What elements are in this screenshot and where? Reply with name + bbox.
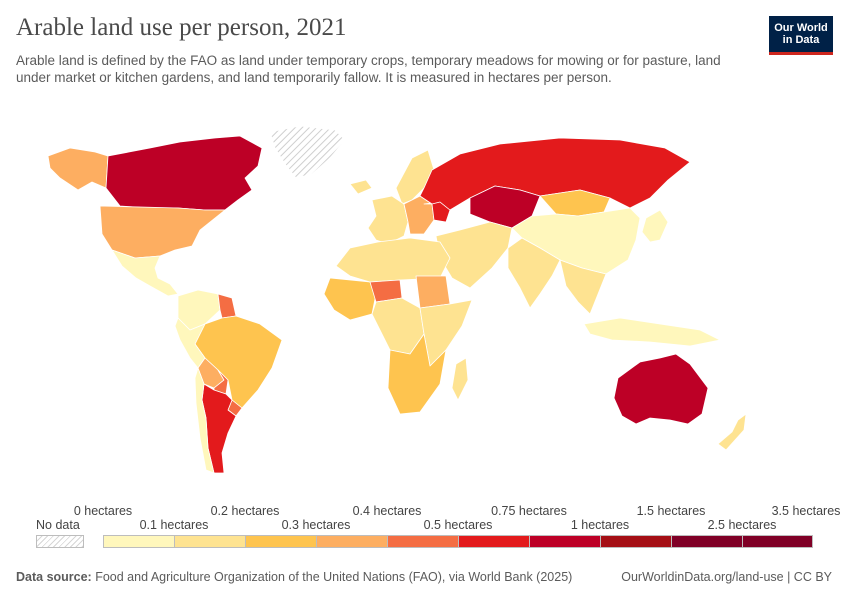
legend-swatch-4[interactable] bbox=[387, 535, 459, 548]
legend-swatch-8[interactable] bbox=[671, 535, 743, 548]
legend-swatch-9[interactable] bbox=[742, 535, 813, 548]
region-south-asia[interactable]: South Asia bbox=[507, 237, 561, 309]
legend-swatch-6[interactable] bbox=[529, 535, 601, 548]
legend-bottom-label-2: 0.5 hectares bbox=[423, 518, 493, 532]
data-source: Data source: Food and Agriculture Organi… bbox=[16, 570, 572, 584]
legend-top-label-1: 0.2 hectares bbox=[210, 504, 280, 518]
region-chile[interactable]: Chile bbox=[194, 367, 215, 474]
region-madagascar[interactable]: Madagascar bbox=[451, 357, 469, 401]
region-united-states[interactable]: United States bbox=[99, 205, 226, 259]
region-new-zealand[interactable]: New Zealand bbox=[717, 413, 747, 451]
legend-bottom-label-4: 2.5 hectares bbox=[707, 518, 777, 532]
region-australia[interactable]: Australia bbox=[613, 353, 709, 425]
legend-top-label-3: 0.75 hectares bbox=[491, 504, 567, 518]
legend-no-data-label: No data bbox=[36, 518, 80, 532]
legend-swatch-1[interactable] bbox=[174, 535, 246, 548]
chart-title: Arable land use per person, 2021 bbox=[16, 14, 347, 41]
legend-top-label-2: 0.4 hectares bbox=[352, 504, 422, 518]
logo-line-2: in Data bbox=[782, 34, 820, 46]
region-north-africa[interactable]: North Africa bbox=[335, 237, 451, 283]
legend-bottom-label-1: 0.3 hectares bbox=[281, 518, 351, 532]
legend-swatch-5[interactable] bbox=[458, 535, 530, 548]
region-guyana-suriname[interactable]: Guyana & Suriname bbox=[217, 293, 237, 319]
world-map[interactable]: Alaska Canada Greenland United States Me… bbox=[0, 118, 850, 488]
region-west-africa[interactable]: West Africa bbox=[323, 277, 377, 321]
data-source-text: Food and Agriculture Organization of the… bbox=[95, 570, 573, 584]
legend-swatch-3[interactable] bbox=[316, 535, 388, 548]
region-japan-korea[interactable]: Japan & Korea bbox=[641, 209, 669, 243]
owid-link[interactable]: OurWorldinData.org/land-use | CC BY bbox=[621, 570, 832, 584]
legend-top-label-0: 0 hectares bbox=[73, 504, 133, 518]
region-western-europe[interactable]: Western Europe bbox=[367, 195, 409, 245]
legend-top-label-4: 1.5 hectares bbox=[636, 504, 706, 518]
region-southern-africa[interactable]: Southern Africa bbox=[387, 333, 447, 415]
legend-swatch-7[interactable] bbox=[600, 535, 672, 548]
logo-line-1: Our World bbox=[774, 22, 828, 34]
region-middle-east[interactable]: Middle East bbox=[435, 221, 513, 289]
legend-no-data-swatch[interactable] bbox=[36, 535, 84, 548]
region-sudan[interactable]: Sudan bbox=[415, 275, 451, 309]
legend-top-label-5: 3.5 hectares bbox=[771, 504, 841, 518]
legend-swatch-2[interactable] bbox=[245, 535, 317, 548]
legend-swatch-0[interactable] bbox=[103, 535, 175, 548]
data-source-label: Data source: bbox=[16, 570, 92, 584]
legend-bottom-label-0: 0.1 hectares bbox=[139, 518, 209, 532]
region-iceland[interactable]: Iceland bbox=[349, 179, 373, 195]
region-southeast-asia[interactable]: Southeast Asia bbox=[559, 259, 607, 315]
region-greenland[interactable]: Greenland bbox=[269, 125, 346, 179]
region-mexico-central-america[interactable]: Mexico & Central America bbox=[111, 249, 179, 297]
owid-logo[interactable]: Our World in Data bbox=[769, 16, 833, 55]
chart-subtitle: Arable land is defined by the FAO as lan… bbox=[16, 53, 721, 85]
region-canada[interactable]: Canada bbox=[105, 135, 263, 211]
legend-bottom-label-3: 1 hectares bbox=[570, 518, 630, 532]
region-alaska[interactable]: Alaska bbox=[47, 147, 109, 191]
region-indonesia[interactable]: Indonesia bbox=[583, 317, 721, 347]
